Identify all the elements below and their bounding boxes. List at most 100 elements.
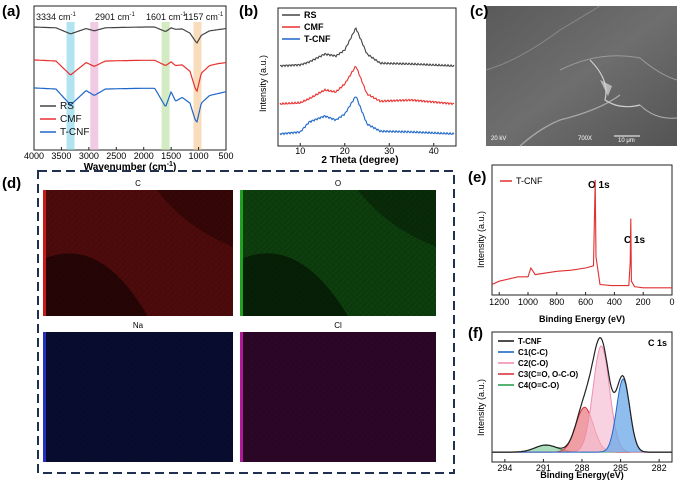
peak-band [161,22,170,150]
panel-e-axes [491,164,673,296]
panel-e-label: (e) [468,169,486,186]
panel-d-label: (d) [2,175,21,192]
x-tick-label: 800 [549,297,564,307]
legend-label: RS [304,10,317,20]
legend-label: T-CNF [60,127,89,138]
x-tick-label: 10 [295,146,305,156]
x-tick-label: 4000 [24,151,44,161]
eds-map-element-label: C [135,179,141,188]
series-line-cmf [279,65,455,106]
peak-label-superscript: -1 [181,12,187,18]
panel-c: (c) 20 kV 700X 10 μm [470,3,678,147]
envelope-line [492,336,672,453]
x-tick-label: 0 [669,297,674,307]
series-line-t-cnf [279,96,455,136]
x-tick-label: 291 [536,463,551,473]
panel-a-legend: RS CMF T-CNF [40,101,89,138]
panel-c-label: (c) [470,3,488,20]
panel-f-legend: T-CNF C1(C-C) C2(C-O) C3(C=O, O-C-O) C4(O=C-… [498,337,579,390]
eds-map-edge [240,190,243,316]
peak-label: 3334 cm-1 [36,12,77,22]
eds-map-element-label: Cl [334,321,342,330]
panel-b: (b) Intensity (a.u.) RS CMF T-CNF 10 20 30 40… [239,3,457,166]
peak-band [66,22,75,150]
x-tick-label: 285 [613,463,628,473]
eds-map-texture [240,332,436,462]
x-tick-label: 3000 [79,151,99,161]
x-tick-label: 20 [340,146,350,156]
panel-f-title: C 1s [648,338,667,348]
panel-b-xticks: 10 20 30 40 [295,143,439,156]
eds-map-o: O [240,179,436,316]
panel-b-label: (b) [239,3,258,20]
sem-image [486,6,677,146]
panel-f-label: (f) [468,325,483,342]
eds-map-shadow [357,190,436,247]
sem-fiber [485,5,601,71]
eds-maps: C O Na Cl [43,179,436,462]
panel-d: (d) C O Na Cl [2,170,455,474]
panel-e-xlabel: Binding Energy (eV) [539,314,625,324]
legend-label: RS [60,101,74,112]
x-tick-label: 400 [607,297,622,307]
peak-label: 1601 cm-1 [146,12,187,22]
panel-a-axes [33,5,227,151]
legend-label: CMF [304,22,324,32]
panel-a-label: (a) [2,3,20,20]
x-tick-label: 200 [636,297,651,307]
eds-map-shadow [43,253,148,316]
panel-b-series [279,27,455,136]
sem-magnification: 700X [578,136,592,142]
eds-map-element-label: Na [133,321,144,330]
panel-f: (f) Intensity (a.u.) C 1s T-CNF C1(C-C) C2… [468,325,673,480]
legend-label: C4(O=C-O) [518,381,559,390]
panel-e-ylabel: Intensity (a.u.) [476,211,486,268]
panel-e-series [491,179,672,289]
component-fill-1 [492,379,672,453]
legend-label: T-CNF [518,337,542,346]
x-tick-label: 1000 [518,297,538,307]
x-tick-label: 282 [652,463,667,473]
peak-band [90,22,99,150]
legend-label: CMF [60,114,82,125]
panel-b-legend: RS CMF T-CNF [282,10,331,44]
panel-b-ylabel: Intensity (a.u.) [258,55,268,112]
panel-f-ylabel: Intensity (a.u.) [476,379,486,436]
component-fill-3 [492,407,672,453]
x-tick-label: 3500 [51,151,71,161]
sem-fiber [559,55,678,81]
panel-e-xticks: 1200 1000 800 600 400 200 0 [489,292,675,307]
panel-a-peak-bands [66,22,202,150]
peak-label: 2901 cm-1 [95,12,136,22]
peak-label-superscript: -1 [71,12,77,18]
x-tick-label: 40 [429,146,439,156]
series-line-rs [280,27,455,68]
panel-f-components [492,336,672,453]
peak-label-superscript: -1 [130,12,136,18]
panel-a-series [33,26,227,123]
panel-e: (e) Intensity (a.u.) T-CNF O 1s C 1s 120… [468,164,675,324]
sem-fiber [639,104,678,119]
peak-label: 1157 cm-1 [184,12,224,22]
panel-e-legend-text: T-CNF [516,176,543,186]
panel-b-axes [277,7,457,147]
x-tick-label: 1200 [489,297,509,307]
legend-label: T-CNF [304,34,331,44]
eds-map-texture [43,332,233,462]
eds-map-na: Na [43,321,233,462]
x-tick-label: 2500 [106,151,126,161]
component-fill-4 [492,445,672,453]
panel-b-xlabel: 2 Theta (degree) [321,155,398,166]
legend-label: C2(C-O) [518,359,549,368]
x-tick-label: 1500 [161,151,181,161]
panel-d-frame [37,170,455,474]
sem-voltage: 20 kV [491,136,506,142]
x-tick-label: 30 [384,146,394,156]
sem-scale-text: 10 μm [618,138,635,144]
o1s-annotation: O 1s [588,180,610,191]
x-tick-label: 600 [578,297,593,307]
series-line-t-cnf [33,87,227,123]
sem-fiber [519,94,621,147]
sem-fiber [600,80,612,96]
